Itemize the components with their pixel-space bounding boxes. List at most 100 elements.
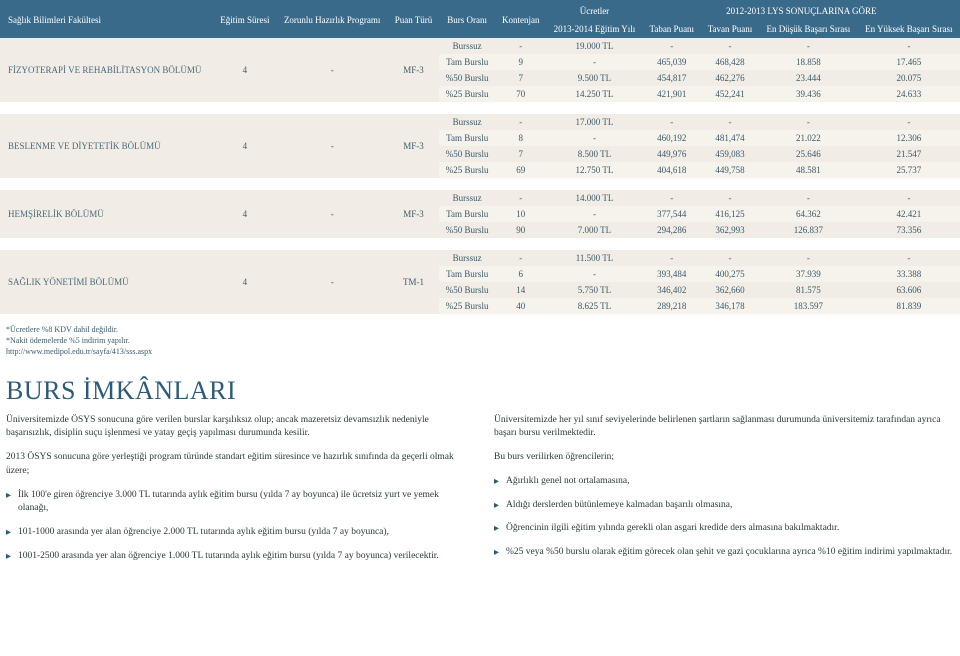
cell-rate: %25 Burslu [439,162,495,178]
cell-fee: 14.250 TL [546,86,642,102]
cell-rate: Burssuz [439,114,495,130]
cell-low: 81.575 [759,282,858,298]
cell-high: - [858,38,960,54]
cell-low: 183.597 [759,298,858,314]
bullet-item: İlk 100'e giren öğrenciye 3.000 TL tutar… [6,489,466,517]
cell-rate: Tam Burslu [439,266,495,282]
cell-base: - [643,190,701,206]
cell-quota: 7 [495,146,546,162]
cell-low: 25.646 [759,146,858,162]
cell-ceil: 449,758 [701,162,759,178]
left-column: Üniversitemizde ÖSYS sonucuna göre veril… [6,414,466,574]
table-row: SAĞLIK YÖNETİMİ BÖLÜMÜ4-TM-1Burssuz-11.5… [0,250,960,266]
cell-low: - [759,190,858,206]
dept-score-type: TM-1 [388,250,439,314]
cell-high: - [858,114,960,130]
dept-name: BESLENME VE DİYETETİK BÖLÜMÜ [0,114,213,178]
cell-rate: Tam Burslu [439,54,495,70]
cell-ceil: 346,178 [701,298,759,314]
cell-high: - [858,250,960,266]
col-fees-year: 2013-2014 Eğitim Yılı [546,20,642,38]
col-low-rank: En Düşük Başarı Sırası [759,20,858,38]
dept-duration: 4 [213,114,276,178]
cell-fee: 8.500 TL [546,146,642,162]
cell-fee: - [546,206,642,222]
cell-base: 465,039 [643,54,701,70]
table-row: HEMŞİRELİK BÖLÜMÜ4-MF-3Burssuz-14.000 TL… [0,190,960,206]
bullet-item: 101-1000 arasında yer alan öğrenciye 2.0… [6,526,466,540]
cell-low: 48.581 [759,162,858,178]
cell-ceil: 462,276 [701,70,759,86]
cell-quota: - [495,250,546,266]
dept-prep: - [276,190,388,238]
cell-quota: 8 [495,130,546,146]
text-columns: Üniversitemizde ÖSYS sonucuna göre veril… [0,414,960,584]
cell-ceil: 459,083 [701,146,759,162]
cell-ceil: 400,275 [701,266,759,282]
cell-quota: - [495,38,546,54]
footnote-line: *Nakit ödemelerde %5 indirim yapılır. [6,335,960,346]
cell-quota: 10 [495,206,546,222]
table-body: FİZYOTERAPİ VE REHABİLİTASYON BÖLÜMÜ4-MF… [0,38,960,314]
bullet-item: %25 veya %50 burslu olarak eğitim görece… [494,546,954,560]
cell-fee: 14.000 TL [546,190,642,206]
cell-fee: 19.000 TL [546,38,642,54]
cell-ceil: - [701,190,759,206]
cell-quota: 9 [495,54,546,70]
col-fees-group: Ücretler [546,0,642,20]
cell-fee: 17.000 TL [546,114,642,130]
cell-ceil: - [701,38,759,54]
cell-rate: Tam Burslu [439,130,495,146]
col-base-score: Taban Puanı [643,20,701,38]
cell-high: 25.737 [858,162,960,178]
cell-ceil: - [701,114,759,130]
cell-fee: 8.625 TL [546,298,642,314]
cell-low: 126.837 [759,222,858,238]
table-row: FİZYOTERAPİ VE REHABİLİTASYON BÖLÜMÜ4-MF… [0,38,960,54]
cell-rate: Burssuz [439,250,495,266]
dept-prep: - [276,250,388,314]
cell-fee: - [546,266,642,282]
cell-low: 64.362 [759,206,858,222]
cell-high: 21.547 [858,146,960,162]
cell-fee: 7.000 TL [546,222,642,238]
cell-base: 460,192 [643,130,701,146]
dept-name: HEMŞİRELİK BÖLÜMÜ [0,190,213,238]
cell-base: 421,901 [643,86,701,102]
cell-ceil: 362,660 [701,282,759,298]
dept-prep: - [276,114,388,178]
cell-base: 346,402 [643,282,701,298]
fee-table: Sağlık Bilimleri Fakültesi Eğitim Süresi… [0,0,960,314]
dept-duration: 4 [213,190,276,238]
cell-high: 63.606 [858,282,960,298]
paragraph: Üniversitemizde ÖSYS sonucuna göre veril… [6,414,466,442]
bullet-item: Aldığı derslerden bütünlemeye kalmadan b… [494,499,954,513]
cell-low: 23.444 [759,70,858,86]
cell-high: 33.388 [858,266,960,282]
cell-base: - [643,250,701,266]
cell-high: 20.075 [858,70,960,86]
right-column: Üniversitemizde her yıl sınıf seviyeleri… [494,414,954,574]
dept-name: FİZYOTERAPİ VE REHABİLİTASYON BÖLÜMÜ [0,38,213,102]
paragraph: 2013 ÖSYS sonucuna göre yerleştiği progr… [6,451,466,479]
spacer-row [0,178,960,190]
col-lys-group: 2012-2013 LYS SONUÇLARINA GÖRE [643,0,960,20]
cell-high: 81.839 [858,298,960,314]
cell-ceil: 468,428 [701,54,759,70]
table-header: Sağlık Bilimleri Fakültesi Eğitim Süresi… [0,0,960,38]
spacer-row [0,102,960,114]
cell-rate: %50 Burslu [439,222,495,238]
cell-rate: %50 Burslu [439,70,495,86]
table-row: BESLENME VE DİYETETİK BÖLÜMÜ4-MF-3Burssu… [0,114,960,130]
cell-rate: %25 Burslu [439,86,495,102]
cell-low: 21.022 [759,130,858,146]
cell-high: 73.356 [858,222,960,238]
footnote-url[interactable]: http://www.medipol.edu.tr/sayfa/413/sss.… [6,347,152,356]
cell-quota: 69 [495,162,546,178]
cell-low: - [759,114,858,130]
col-ceiling-score: Tavan Puanı [701,20,759,38]
cell-rate: %25 Burslu [439,298,495,314]
cell-quota: 40 [495,298,546,314]
cell-low: 18.858 [759,54,858,70]
col-duration: Eğitim Süresi [213,0,276,38]
